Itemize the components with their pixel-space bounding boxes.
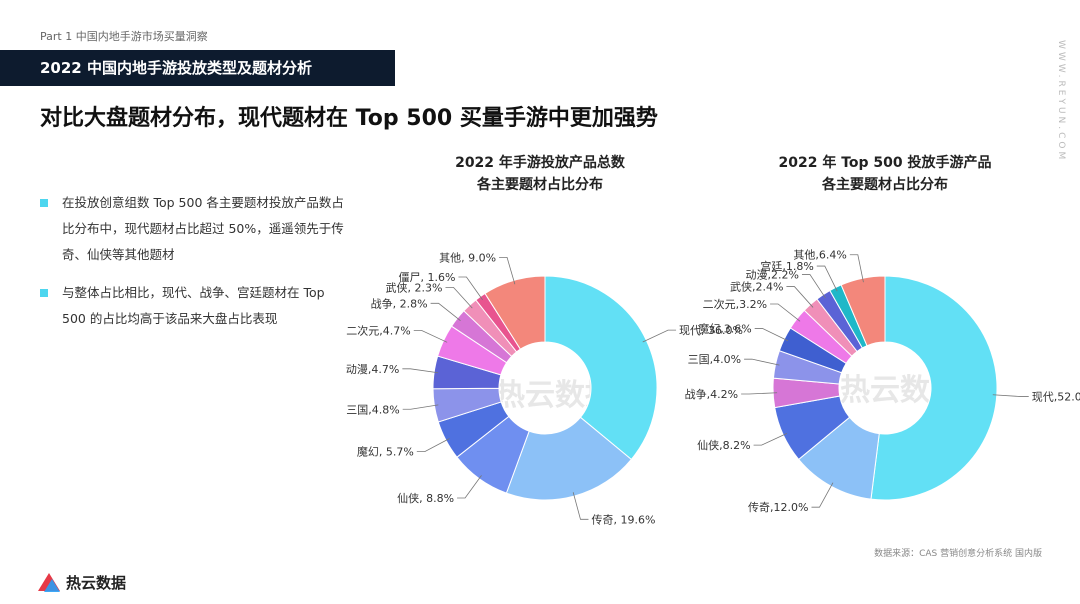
chart-1-leader-line-0 [642,329,677,343]
chart-1-leader-line-2 [457,475,482,499]
chart-1-slice-0 [544,275,658,461]
chart-2-slice-label-4: 三国,4.0% [688,353,741,366]
chart-1-slice-1 [505,416,633,501]
chart-1-leader-line-4 [402,404,439,410]
chart-2-leader-line-9 [816,265,838,292]
chart-2-leader-line-7 [786,286,814,308]
chart-1-title: 2022 年手游投放产品总数 各主要题材占比分布 [425,152,655,196]
part-label: Part 1 中国内地手游市场买量洞察 [40,30,208,43]
logo-text: 热云数据 [66,573,127,592]
chart-2-leader-line-6 [770,303,801,322]
chart-2-slice-label-9: 宫廷,1.8% [760,259,813,273]
bullet-item: 在投放创意组数 Top 500 各主要题材投放产品数占比分布中，现代题材占比超过… [40,190,345,268]
chart-1-leader-line-3 [416,438,450,453]
chart-2-leader-line-8 [801,274,826,299]
section-banner: 2022 中国内地手游投放类型及题材分析 [0,50,395,86]
chart-2-slice-label-5: 魔幻,3.6% [698,322,751,336]
chart-1-slice-label-4: 三国,4.8% [346,403,399,416]
chart-1-leader-line-10 [499,257,516,285]
chart-2-slice-0 [870,275,998,501]
bullet-square-icon [40,199,48,207]
chart-2-slice-label-7: 武侠,2.4% [730,281,783,294]
chart-1-slice-label-7: 战争, 2.8% [371,296,428,310]
chart-2-title: 2022 年 Top 500 投放手游产品 各主要题材占比分布 [760,152,1010,196]
chart-2-leader-line-5 [754,328,789,342]
chart-2-slice-label-10: 其他,6.4% [793,249,846,262]
footer-logo: 热云数据 [38,570,126,594]
bullet-text: 在投放创意组数 Top 500 各主要题材投放产品数占比分布中，现代题材占比超过… [62,195,344,262]
chart-2-leader-line-2 [753,433,788,446]
chart-1-slice-label-3: 魔幻, 5.7% [357,445,414,459]
chart-1-leader-line-8 [445,287,473,309]
data-source: 数据来源：CAS 营销创意分析系统 国内版 [874,549,1042,559]
chart-1-leader-line-7 [430,302,461,322]
chart-2-leader-line-0 [992,394,1029,397]
chart-2-title-line2: 各主要题材占比分布 [822,177,948,193]
chart-2-leader-line-3 [741,392,778,395]
vertical-url: WWW.REYUN.COM [1056,40,1066,163]
chart-1-slice-label-10: 其他, 9.0% [439,251,496,264]
chart-2-slice-label-2: 仙侠,8.2% [697,439,750,452]
chart-2-leader-line-4 [744,358,780,366]
chart-1-slice-label-8: 武侠, 2.3% [386,281,443,294]
chart-1-slice-label-5: 动漫,4.7% [346,362,399,376]
chart-2-leader-line-1 [811,482,834,508]
chart-1-leader-line-5 [402,368,439,374]
chart-1-title-line1: 2022 年手游投放产品总数 [455,155,625,171]
chart-2-slice-label-6: 二次元,3.2% [703,297,767,311]
chart-1-slice-label-1: 传奇, 19.6% [591,513,655,526]
chart-1-leader-line-9 [458,276,483,301]
logo-icon [38,571,60,593]
chart-1-slice-label-0: 现代, 36.0% [679,324,743,337]
chart-2-leader-line-10 [849,254,864,283]
chart-2-slice-label-1: 传奇,12.0% [748,501,808,514]
chart-2-slice-label-0: 现代,52.0% [1032,391,1080,404]
bullet-list: 在投放创意组数 Top 500 各主要题材投放产品数占比分布中，现代题材占比超过… [40,190,345,344]
chart-1-leader-line-6 [413,330,448,343]
chart-2-slice-label-8: 动漫,2.2% [746,268,799,282]
chart-1-slice-label-6: 二次元,4.7% [346,323,410,337]
page-headline: 对比大盘题材分布，现代题材在 Top 500 买量手游中更加强势 [40,106,658,131]
chart-1-slice-10 [484,275,546,350]
chart-2-slice-10 [840,275,886,347]
bullet-item: 与整体占比相比，现代、战争、宫廷题材在 Top 500 的占比均高于该品来大盘占… [40,280,345,332]
chart-1-leader-line-1 [572,492,589,520]
bullet-square-icon [40,289,48,297]
chart-2-title-line1: 2022 年 Top 500 投放手游产品 [778,155,992,171]
chart-1-slice-label-2: 仙侠, 8.8% [397,492,454,505]
chart-2-slice-label-3: 战争,4.2% [685,387,738,401]
chart-1-slice-label-9: 僵尸, 1.6% [398,271,455,284]
chart-1-title-line2: 各主要题材占比分布 [477,177,603,193]
bullet-text: 与整体占比相比，现代、战争、宫廷题材在 Top 500 的占比均高于该品来大盘占… [62,285,325,326]
